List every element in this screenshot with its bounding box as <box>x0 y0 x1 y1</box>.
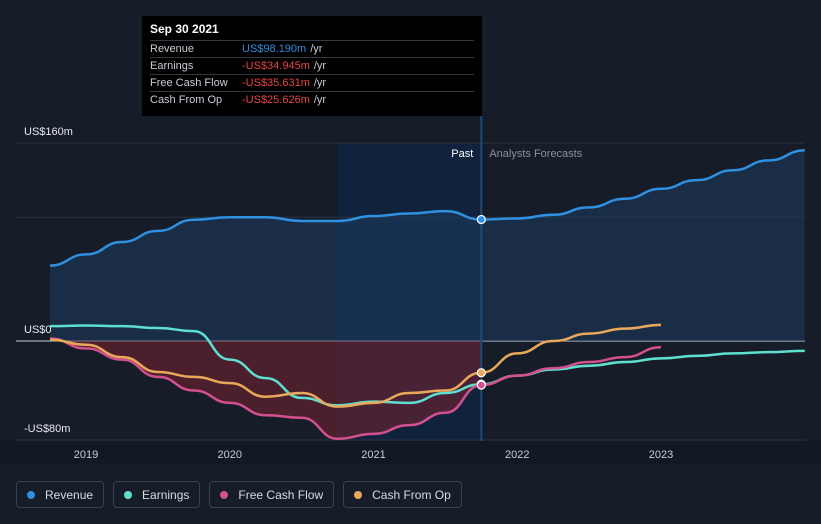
tooltip-label: Earnings <box>150 60 194 72</box>
tooltip-label: Free Cash Flow <box>150 77 228 89</box>
revenue-line <box>50 149 805 267</box>
current-value-markers <box>476 214 486 390</box>
tooltip-unit: /yr <box>313 94 327 106</box>
analysts-forecasts-label: Analysts Forecasts <box>489 148 582 160</box>
revenue-area <box>50 150 805 341</box>
y-tick-label: US$160m <box>24 126 73 138</box>
legend: Revenue Earnings Free Cash Flow Cash Fro… <box>16 481 471 508</box>
tooltip-row-earnings: Earnings -US$34.945m /yr <box>150 57 474 74</box>
tooltip-value: -US$25.626m <box>242 94 310 106</box>
tooltip-row-free-cash-flow: Free Cash Flow -US$35.631m /yr <box>150 74 474 91</box>
tooltip: Sep 30 2021 Revenue US$98.190m /yr Earni… <box>142 16 482 116</box>
tooltip-label: Cash From Op <box>150 94 223 106</box>
legend-dot-icon <box>27 490 35 499</box>
x-axis-labels: 2019 2020 2021 2022 2023 <box>74 449 673 461</box>
legend-label: Earnings <box>142 487 190 502</box>
legend-label: Revenue <box>45 487 94 502</box>
lower-axis-band <box>0 441 821 465</box>
tooltip-value: -US$35.631m <box>242 77 310 89</box>
tooltip-unit: /yr <box>313 60 327 72</box>
x-tick-label: 2019 <box>74 449 98 461</box>
tooltip-value: US$98.190m <box>242 43 307 55</box>
legend-label: Free Cash Flow <box>238 487 324 502</box>
cash-from-op-line <box>50 323 662 408</box>
legend-label: Cash From Op <box>372 487 451 502</box>
legend-dot-icon <box>124 490 133 499</box>
y-axis-labels: US$160m US$0 -US$80m <box>24 126 73 435</box>
cash-from-op-marker <box>476 368 486 378</box>
legend-item-cash-from-op[interactable]: Cash From Op <box>343 481 462 508</box>
x-tick-label: 2023 <box>649 449 673 461</box>
x-tick-label: 2022 <box>505 449 529 461</box>
tooltip-unit: /yr <box>313 77 327 89</box>
tooltip-row-revenue: Revenue US$98.190m /yr <box>150 40 474 57</box>
y-tick-label: -US$80m <box>24 423 70 435</box>
series-lines <box>50 149 805 441</box>
past-label: Past <box>451 148 473 160</box>
legend-dot-icon <box>220 490 229 499</box>
revenue-marker <box>476 214 486 225</box>
free-cash-flow-area <box>50 338 482 439</box>
tooltip-unit: /yr <box>310 43 323 55</box>
x-tick-label: 2021 <box>361 449 385 461</box>
free-cash-flow-line <box>50 337 662 441</box>
y-tick-label: US$0 <box>24 324 52 336</box>
tooltip-value: -US$34.945m <box>242 60 310 72</box>
free-cash-flow-marker <box>476 380 486 390</box>
legend-item-earnings[interactable]: Earnings <box>113 481 201 508</box>
legend-item-free-cash-flow[interactable]: Free Cash Flow <box>209 481 335 508</box>
tooltip-date: Sep 30 2021 <box>150 22 219 36</box>
tooltip-row-cash-from-op: Cash From Op -US$25.626m /yr <box>150 91 474 108</box>
tooltip-label: Revenue <box>150 43 195 55</box>
legend-dot-icon <box>354 490 363 499</box>
series-areas <box>50 150 805 439</box>
x-tick-label: 2020 <box>218 449 242 461</box>
legend-item-revenue[interactable]: Revenue <box>16 481 105 508</box>
earnings-line <box>50 324 805 407</box>
